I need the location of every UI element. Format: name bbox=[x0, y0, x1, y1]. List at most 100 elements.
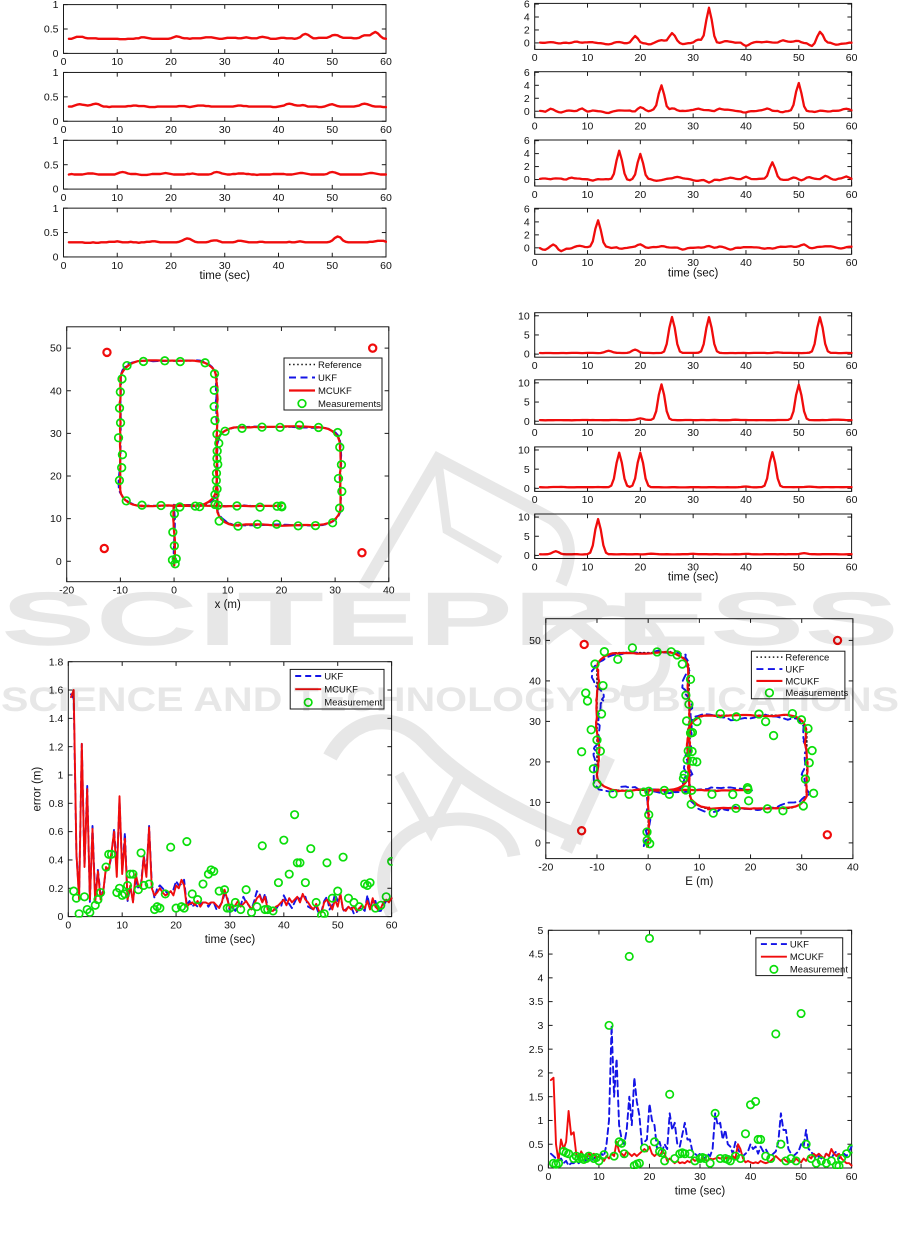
x-tick-label: 50 bbox=[793, 189, 805, 201]
Measurements-point bbox=[708, 808, 718, 818]
y-tick-label: 0 bbox=[56, 556, 62, 568]
Measurement-point bbox=[649, 1137, 660, 1147]
y-tick-label: 0.2 bbox=[49, 883, 64, 895]
anchors-point bbox=[99, 543, 109, 554]
y-tick-label: 1 bbox=[53, 0, 59, 11]
x-tick-label: 60 bbox=[846, 494, 858, 506]
legend-label: Measurement bbox=[324, 698, 382, 709]
Measurements-point bbox=[335, 442, 345, 452]
Measurements-point bbox=[596, 709, 607, 719]
x-tick-label: 20 bbox=[634, 561, 646, 573]
x-tick-label: 40 bbox=[740, 494, 752, 506]
y-tick-label: 3 bbox=[538, 1020, 544, 1032]
Measurement-point bbox=[74, 909, 84, 918]
Measurement-point bbox=[766, 1153, 776, 1164]
Measurements-point bbox=[688, 756, 698, 766]
x-tick-label: 50 bbox=[326, 192, 338, 204]
x-tick-label: 50 bbox=[793, 427, 805, 439]
Measurements-point bbox=[212, 484, 222, 494]
Measurements-point bbox=[683, 746, 693, 756]
x-tick-label: 0 bbox=[61, 56, 67, 68]
Measurement-point bbox=[349, 897, 359, 907]
Measurement-point bbox=[690, 1156, 700, 1166]
x-tick-label: 20 bbox=[634, 494, 646, 506]
x-tick-label: 40 bbox=[740, 121, 752, 133]
Measurement-point bbox=[144, 879, 154, 889]
x-tick-label: 20 bbox=[634, 121, 646, 133]
x-axis-label: time (sec) bbox=[668, 572, 719, 584]
Measurement-point bbox=[624, 951, 634, 961]
Measurement-point bbox=[133, 885, 143, 895]
Measurement-point bbox=[761, 1151, 771, 1161]
x-axis-label: x (m) bbox=[215, 599, 241, 611]
x-tick-label: 30 bbox=[687, 360, 699, 372]
x-tick-label: 0 bbox=[532, 257, 538, 269]
legend-marker-swatch bbox=[769, 964, 779, 974]
x-tick-label: 20 bbox=[745, 861, 757, 873]
axes-box bbox=[534, 312, 853, 358]
y-tick-label: 10 bbox=[50, 513, 62, 525]
x-tick-label: 0 bbox=[645, 861, 651, 873]
y-tick-label: 0 bbox=[538, 1163, 544, 1175]
Measurement-point bbox=[354, 902, 364, 912]
Measurement-point bbox=[290, 810, 300, 820]
Measurements-point bbox=[210, 489, 220, 500]
anchors-point bbox=[832, 635, 843, 646]
Measurement-point bbox=[700, 1153, 710, 1164]
series-weight bbox=[67, 30, 387, 41]
x-tick-label: 30 bbox=[694, 1171, 706, 1183]
Measurement-point bbox=[836, 1153, 847, 1164]
y-tick-label: 5 bbox=[524, 330, 530, 342]
x-tick-label: 0 bbox=[532, 427, 538, 439]
Measurement-point bbox=[246, 907, 257, 917]
Measurements-point bbox=[728, 789, 738, 800]
x-tick-label: 40 bbox=[278, 919, 290, 931]
x-tick-label: 20 bbox=[276, 585, 288, 597]
Measurements-point bbox=[275, 422, 285, 433]
series-group bbox=[538, 81, 853, 115]
x-tick-label: 20 bbox=[634, 360, 646, 372]
x-tick-label: 50 bbox=[793, 121, 805, 133]
series-nis bbox=[538, 517, 853, 556]
y-tick-label: 0 bbox=[53, 184, 59, 196]
y-tick-label: 6 bbox=[524, 204, 530, 216]
Measurement-point bbox=[311, 897, 321, 907]
x-tick-label: -10 bbox=[113, 585, 128, 597]
Measurement-point bbox=[599, 1150, 609, 1160]
x-tick-label: 30 bbox=[224, 919, 236, 931]
Measurement-point bbox=[564, 1149, 574, 1159]
Measurement-point bbox=[125, 869, 135, 879]
Measurements-point bbox=[337, 486, 347, 497]
Measurements-point bbox=[804, 758, 814, 768]
Measurement-point bbox=[257, 841, 267, 851]
x-tick-label: 60 bbox=[846, 360, 858, 372]
x-tick-label: 50 bbox=[793, 52, 805, 64]
x-tick-label: 30 bbox=[219, 192, 231, 204]
series-innovation bbox=[538, 149, 853, 184]
x-tick-label: 10 bbox=[111, 192, 123, 204]
series-group bbox=[538, 315, 853, 355]
Measurement-point bbox=[705, 1158, 715, 1168]
Measurements-point bbox=[214, 438, 224, 448]
Measurements-point bbox=[200, 358, 210, 368]
Measurements-point bbox=[232, 501, 242, 511]
Measurement-point bbox=[123, 880, 133, 890]
Measurements-point bbox=[194, 501, 205, 512]
x-tick-label: 30 bbox=[687, 189, 699, 201]
Measurement-point bbox=[735, 1153, 745, 1164]
Measurements-point bbox=[592, 735, 602, 745]
y-tick-label: 0 bbox=[53, 116, 59, 128]
x-tick-label: 10 bbox=[694, 861, 706, 873]
Measurement-point bbox=[209, 866, 219, 876]
Measurement-point bbox=[571, 1151, 581, 1161]
Measurement-point bbox=[198, 879, 208, 889]
Measurements-point bbox=[808, 788, 819, 798]
Measurement-point bbox=[327, 893, 337, 903]
x-tick-label: 50 bbox=[793, 360, 805, 372]
Measurement-point bbox=[343, 893, 354, 903]
Measurements-point bbox=[803, 723, 813, 734]
x-tick-label: 40 bbox=[740, 257, 752, 269]
x-tick-label: 60 bbox=[846, 52, 858, 64]
